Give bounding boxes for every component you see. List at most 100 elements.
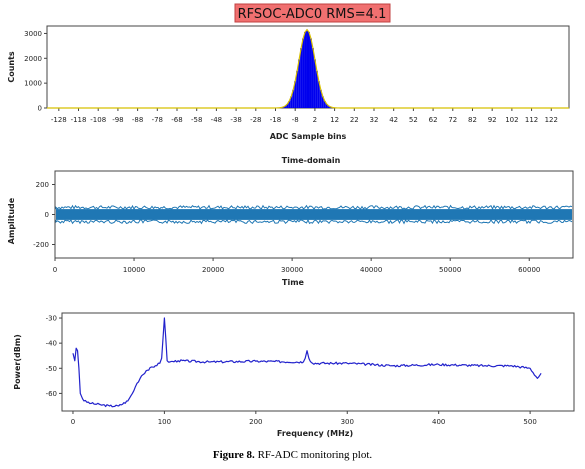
time-domain-x-tick-label: 40000 — [360, 266, 382, 274]
histogram-x-tick-label: -58 — [191, 116, 202, 124]
histogram-x-tick-label: -28 — [250, 116, 261, 124]
histogram-x-tick-label: -8 — [292, 116, 299, 124]
spectrum-x-tick-label: 500 — [523, 418, 536, 426]
histogram-y-tick-label: 2000 — [24, 55, 42, 63]
histogram-x-tick-label: 102 — [505, 116, 518, 124]
spectrum-panel: -30 -40 -50 -60 0 100 200 300 400 500 Power(dBm)… — [13, 312, 575, 438]
time-domain-x-tick-label: 30000 — [281, 266, 303, 274]
spectrum-y-label: Power(dBm) — [13, 334, 22, 390]
time-domain-x-label: Time — [282, 278, 305, 287]
time-domain-x-tick-label: 20000 — [202, 266, 224, 274]
histogram-bar — [321, 96, 324, 108]
histogram-y-ticks: 0 1000 2000 3000 — [24, 30, 47, 113]
histogram-x-tick-label: -18 — [270, 116, 281, 124]
histogram-bar — [298, 59, 301, 108]
histogram-bar — [296, 70, 299, 108]
histogram-x-label: ADC Sample bins — [270, 132, 347, 141]
histogram-bar — [286, 104, 289, 108]
histogram-bar — [325, 104, 328, 108]
time-domain-title: Time-domain — [282, 156, 341, 165]
histogram-bar — [309, 38, 312, 108]
histogram-x-tick-label: 52 — [409, 116, 418, 124]
histogram-bars — [47, 28, 569, 109]
histogram-bar — [308, 32, 310, 108]
spectrum-x-tick-label: 200 — [249, 418, 262, 426]
spectrum-x-ticks: 0 100 200 300 400 500 — [71, 411, 537, 426]
histogram-y-label: Counts — [7, 51, 16, 83]
histogram-x-tick-label: -108 — [90, 116, 106, 124]
histogram-x-tick-label: 112 — [525, 116, 538, 124]
histogram-bar — [313, 59, 316, 108]
histogram-bar — [315, 70, 318, 108]
histogram-x-tick-label: -118 — [71, 116, 87, 124]
histogram-x-tick-label: 12 — [330, 116, 339, 124]
histogram-bar — [284, 105, 287, 108]
histogram-y-tick-label: 0 — [38, 105, 42, 113]
histogram-x-tick-label: 122 — [545, 116, 558, 124]
time-domain-y-tick-label: 200 — [36, 181, 49, 189]
histogram-bar — [288, 100, 291, 108]
spectrum-y-tick-label: -40 — [46, 340, 57, 348]
histogram-x-tick-label: -78 — [152, 116, 163, 124]
histogram-bar — [327, 105, 330, 108]
histogram-x-tick-label: 92 — [488, 116, 497, 124]
histogram-y-tick-label: 3000 — [24, 30, 42, 38]
spectrum-y-ticks: -30 -40 -50 -60 — [46, 315, 62, 398]
spectrum-frame — [61, 312, 575, 412]
histogram-bar — [290, 96, 293, 108]
spectrum-x-tick-label: 300 — [341, 418, 354, 426]
spectrum-x-tick-label: 100 — [158, 418, 171, 426]
histogram-panel: RFSOC-ADC0 RMS=4.1 0 1000 2000 3000 -128 -11… — [7, 3, 570, 141]
time-domain-x-ticks: 0 10000 20000 30000 40000 50000 60000 — [53, 258, 540, 274]
time-domain-x-tick-label: 0 — [53, 266, 57, 274]
time-domain-x-tick-label: 60000 — [518, 266, 540, 274]
time-domain-y-ticks: 200 0 -200 — [33, 181, 55, 249]
spectrum-x-label: Frequency (MHz) — [277, 429, 353, 438]
figure-caption-label: Figure 8. — [212, 449, 255, 461]
figure-caption-text: RF-ADC monitoring plot. — [257, 449, 373, 461]
time-domain-x-tick-label: 10000 — [123, 266, 145, 274]
histogram-x-tick-label: -128 — [51, 116, 67, 124]
spectrum-y-tick-label: -60 — [46, 390, 57, 398]
histogram-x-tick-label: 22 — [350, 116, 359, 124]
histogram-x-tick-label: 42 — [389, 116, 398, 124]
histogram-bar — [294, 81, 297, 108]
histogram-bar — [300, 48, 303, 108]
time-domain-band — [56, 209, 572, 220]
histogram-outline — [47, 28, 569, 109]
histogram-x-tick-label: 32 — [370, 116, 379, 124]
histogram-title-box — [234, 3, 391, 23]
histogram-bar — [306, 29, 308, 108]
histogram-x-tick-label: -48 — [211, 116, 222, 124]
spectrum-x-tick-label: 400 — [432, 418, 445, 426]
histogram-y-tick-label: 1000 — [24, 80, 42, 88]
spectrum-line — [72, 317, 542, 408]
spectrum-y-tick-label: -30 — [46, 315, 57, 323]
spectrum-series — [72, 317, 542, 408]
time-domain-y-tick-label: 0 — [45, 211, 49, 219]
histogram-x-tick-label: -38 — [230, 116, 241, 124]
histogram-x-tick-label: 72 — [448, 116, 457, 124]
spectrum-x-tick-label: 0 — [71, 418, 75, 426]
histogram-title: RFSOC-ADC0 RMS=4.1 — [238, 7, 387, 22]
histogram-x-ticks: -128 -118 -108 -98 -88 -78 -68 -58 -48 -38 -28 -18 -… — [51, 108, 558, 124]
histogram-bar — [319, 89, 322, 108]
spectrum-y-tick-label: -50 — [46, 365, 57, 373]
time-domain-noise-top — [55, 204, 573, 211]
histogram-x-tick-label: -68 — [171, 116, 182, 124]
histogram-bar — [317, 81, 320, 108]
time-domain-x-tick-label: 50000 — [439, 266, 461, 274]
histogram-bar — [311, 48, 314, 108]
histogram-x-tick-label: 2 — [313, 116, 317, 124]
histogram-bar — [292, 89, 295, 108]
histogram-x-tick-label: -98 — [112, 116, 123, 124]
figure-caption: Figure 8. RF-ADC monitoring plot. — [0, 449, 585, 461]
histogram-bar — [302, 38, 305, 108]
histogram-bar — [304, 32, 307, 108]
histogram-x-tick-label: -88 — [132, 116, 143, 124]
time-domain-y-tick-label: -200 — [33, 241, 49, 249]
histogram-x-tick-label: 62 — [429, 116, 438, 124]
histogram-x-tick-label: 82 — [468, 116, 477, 124]
time-domain-panel: Time-domain 200 0 -200 0 10000 20000 30000 400… — [7, 156, 574, 287]
